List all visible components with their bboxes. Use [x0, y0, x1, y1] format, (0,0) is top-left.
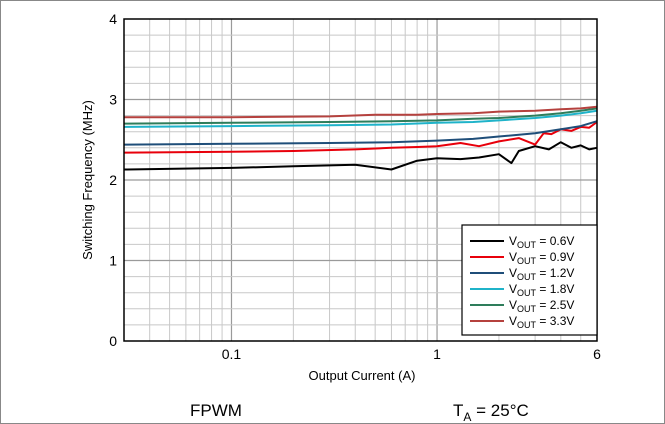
- plot-area-border: [123, 18, 598, 342]
- legend-label-suffix: = 0.6V: [536, 234, 574, 248]
- legend-label-subscript: OUT: [517, 256, 537, 266]
- legend-label: VOUT = 1.8V: [509, 282, 574, 298]
- x-axis-label: Output Current (A): [309, 368, 416, 383]
- series-line-0-6v: [123, 141, 598, 171]
- temperature-prefix: T: [453, 401, 463, 420]
- legend-label-suffix: = 2.5V: [536, 298, 574, 312]
- series-line-2-5v: [123, 107, 598, 125]
- legend-label-prefix: V: [509, 250, 517, 264]
- legend-label-subscript: OUT: [517, 304, 537, 314]
- legend-label-subscript: OUT: [517, 320, 537, 330]
- y-tick-label: 3: [109, 92, 117, 108]
- legend-label-prefix: V: [509, 234, 517, 248]
- legend-label-suffix: = 3.3V: [536, 314, 574, 328]
- legend-label: VOUT = 3.3V: [509, 314, 574, 330]
- legend-label-prefix: V: [509, 266, 517, 280]
- y-tick-label: 1: [109, 253, 117, 269]
- legend-label: VOUT = 0.6V: [509, 234, 574, 250]
- y-tick-label: 4: [109, 11, 117, 27]
- mode-annotation: FPWM: [190, 401, 242, 420]
- legend-label-suffix: = 1.8V: [536, 282, 574, 296]
- legend-label-subscript: OUT: [517, 240, 537, 250]
- legend-label-suffix: = 0.9V: [536, 250, 574, 264]
- legend-label-subscript: OUT: [517, 288, 537, 298]
- x-tick-label: 0.1: [222, 346, 242, 362]
- legend-label-prefix: V: [509, 314, 517, 328]
- series-line-3-3v: [124, 105, 598, 119]
- x-tick-label: 6: [593, 346, 601, 362]
- legend-label: VOUT = 1.2V: [509, 266, 574, 282]
- legend-label-prefix: V: [509, 298, 517, 312]
- series-line-1-8v: [123, 109, 598, 128]
- y-tick-label: 0: [109, 333, 117, 349]
- legend-box: [461, 224, 598, 336]
- legend-label-prefix: V: [509, 282, 517, 296]
- series-line-1-2v: [123, 120, 598, 146]
- legend-label: VOUT = 0.9V: [509, 250, 574, 266]
- y-axis-label: Switching Frequency (MHz): [80, 100, 95, 260]
- temperature-suffix: = 25°C: [471, 401, 528, 420]
- temperature-subscript: A: [463, 410, 471, 424]
- legend-label-suffix: = 1.2V: [536, 266, 574, 280]
- legend-label: VOUT = 2.5V: [509, 298, 574, 314]
- legend-label-subscript: OUT: [517, 272, 537, 282]
- series-layer: [123, 105, 598, 171]
- x-tick-labels: 0.1 1 6: [222, 346, 601, 362]
- series-line-0-9v: [123, 121, 598, 154]
- y-tick-label: 2: [109, 172, 117, 188]
- y-tick-labels: 0 1 2 3 4: [109, 11, 117, 349]
- temperature-annotation: TA = 25°C: [453, 401, 529, 424]
- x-tick-label: 1: [433, 346, 441, 362]
